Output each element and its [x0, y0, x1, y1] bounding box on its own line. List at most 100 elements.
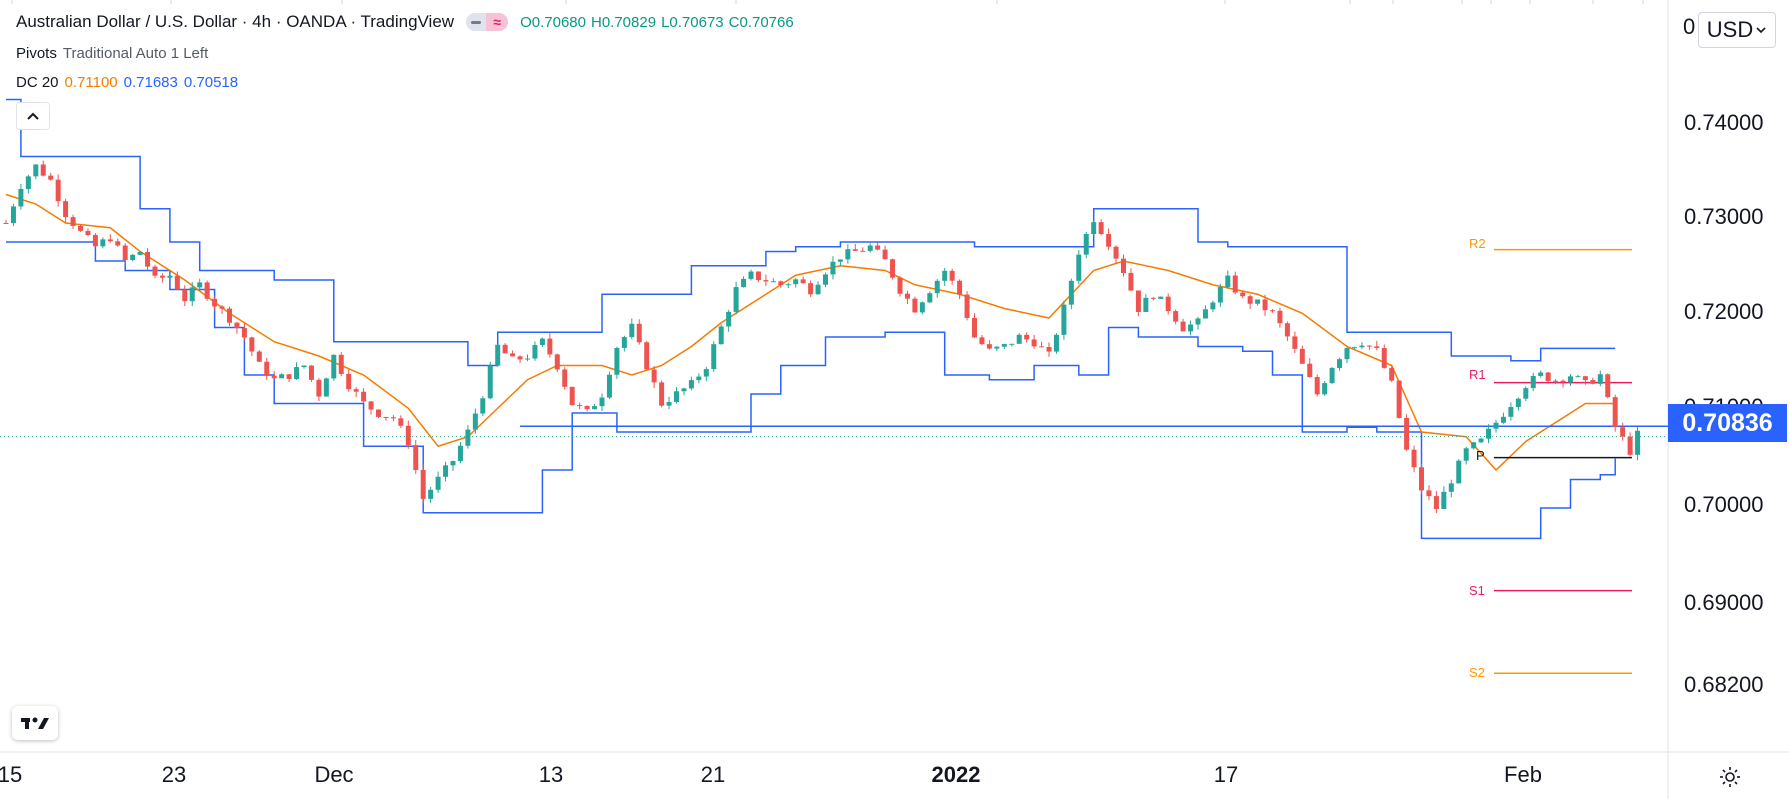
tradingview-logo[interactable]	[12, 706, 58, 740]
candle-down	[510, 353, 516, 357]
time-axis-label: 15	[0, 762, 23, 787]
candle-up	[301, 365, 307, 368]
ohlc-close-label: C	[728, 13, 740, 31]
candle-up	[785, 284, 791, 286]
candle-down	[778, 281, 784, 286]
chevron-up-icon	[27, 112, 39, 120]
candle-up	[793, 279, 799, 285]
candle-up	[1210, 302, 1216, 310]
candle-down	[1582, 376, 1588, 381]
candle-up	[592, 406, 598, 410]
candle-down	[1381, 348, 1387, 368]
candle-up	[1493, 422, 1499, 429]
candle-down	[949, 270, 955, 281]
candle-up	[1068, 280, 1074, 305]
candle-down	[562, 369, 568, 387]
price-axis-label: 0.68200	[1684, 672, 1764, 697]
candle-up	[934, 280, 940, 294]
price-axis-label: 0.72000	[1684, 299, 1764, 324]
collapse-legend-button[interactable]	[16, 102, 50, 130]
candle-up	[703, 369, 709, 377]
candle-up	[495, 344, 501, 366]
candle-up	[837, 259, 843, 262]
candle-up	[1329, 367, 1335, 384]
candle-down	[852, 249, 858, 251]
candle-down	[1024, 334, 1030, 340]
candle-up	[1076, 254, 1082, 281]
candle-up	[1597, 374, 1603, 384]
candle-up	[696, 376, 702, 381]
time-axis-label: 21	[700, 762, 726, 787]
pivot-label-r1: R1	[1469, 367, 1486, 382]
candle-down	[502, 344, 508, 354]
candle-up	[1195, 318, 1201, 325]
candle-down	[1135, 290, 1141, 312]
candle-down	[1247, 296, 1253, 304]
settings-icon[interactable]	[1717, 764, 1743, 790]
candle-down	[1419, 467, 1424, 491]
candle-down	[1620, 427, 1626, 437]
candle-up	[1009, 343, 1015, 345]
candle-down	[890, 259, 896, 278]
candle-down	[554, 354, 560, 370]
candle-down	[219, 306, 225, 309]
dc-legend[interactable]: DC 20 0.71100 0.71683 0.70518	[16, 74, 238, 91]
candle-up	[323, 378, 329, 397]
candle-up	[614, 347, 620, 375]
candle-up	[1225, 275, 1231, 288]
candle-up	[1001, 344, 1007, 347]
time-axis-label: 2022	[931, 762, 981, 787]
candle-up	[33, 164, 39, 177]
candle-down	[85, 230, 91, 236]
candle-down	[361, 391, 367, 402]
candle-up	[942, 270, 948, 281]
price-axis-label: 0.69000	[1684, 590, 1764, 615]
candle-up	[1471, 442, 1477, 449]
candle-up	[532, 345, 538, 359]
candle-up	[25, 176, 31, 190]
candle-down	[1366, 345, 1372, 347]
ohlc-open: 0.70680	[531, 13, 586, 31]
candle-down	[1389, 367, 1395, 381]
candle-down	[249, 337, 255, 352]
candle-down	[70, 217, 76, 226]
candle-up	[100, 239, 106, 247]
candle-up	[867, 245, 873, 251]
candle-down	[390, 417, 396, 419]
candle-down	[3, 223, 9, 224]
candle-up	[748, 271, 754, 279]
candle-up	[606, 374, 612, 398]
status-badge[interactable]: ≈	[466, 13, 509, 31]
candle-down	[1612, 397, 1618, 428]
candle-up	[1635, 430, 1641, 455]
candle-up	[1091, 222, 1097, 235]
candle-down	[398, 418, 404, 426]
candle-up	[1508, 406, 1514, 417]
candle-up	[1202, 309, 1208, 319]
sun-icon	[1720, 767, 1740, 787]
time-axis-label: 13	[538, 762, 564, 787]
candle-up	[137, 251, 143, 255]
candle-up	[472, 413, 478, 430]
chevron-down-icon	[1756, 27, 1766, 34]
candle-up	[294, 367, 300, 379]
candle-down	[1426, 490, 1432, 497]
candle-up	[189, 287, 195, 302]
currency-selector[interactable]: USD	[1698, 12, 1776, 48]
candle-down	[40, 164, 46, 176]
pivots-legend[interactable]: Pivots Traditional Auto 1 Left	[16, 45, 208, 62]
candle-down	[63, 201, 69, 218]
candle-down	[1180, 321, 1186, 332]
time-axis-label: 17	[1213, 762, 1239, 787]
candle-down	[1560, 380, 1566, 383]
candle-down	[1113, 246, 1119, 259]
candle-up	[1188, 324, 1194, 332]
candle-down	[1284, 323, 1290, 337]
candle-up	[726, 311, 732, 327]
symbol-title[interactable]: Australian Dollar / U.S. Dollar · 4h · O…	[16, 12, 455, 31]
candle-down	[122, 245, 128, 261]
candle-up	[331, 354, 337, 379]
candle-down	[1240, 292, 1246, 297]
